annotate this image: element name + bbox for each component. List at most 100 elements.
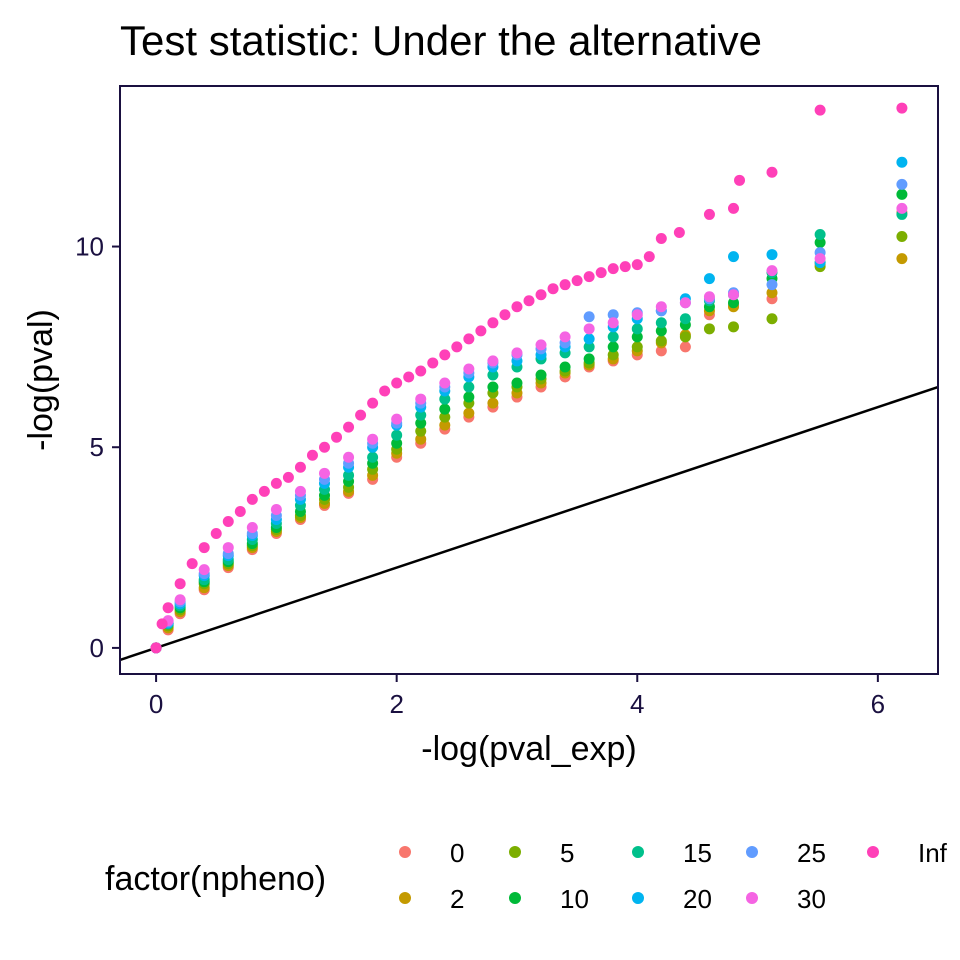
data-point: [463, 407, 475, 419]
data-point: [631, 309, 643, 321]
legend-label: 0: [450, 838, 464, 868]
data-point: [222, 515, 234, 527]
data-point: [559, 361, 571, 373]
data-point: [535, 289, 547, 301]
data-point: [571, 275, 583, 287]
data-point: [391, 437, 403, 449]
data-point: [415, 425, 427, 437]
legend-key: [746, 846, 758, 858]
data-point: [766, 166, 778, 178]
data-point: [150, 642, 162, 654]
data-point: [703, 291, 715, 303]
data-point: [439, 419, 451, 431]
series-Inf: [150, 102, 908, 654]
legend-item: 30: [746, 884, 826, 914]
data-point: [499, 309, 511, 321]
data-point: [487, 397, 499, 409]
legend-label: 10: [560, 884, 589, 914]
data-point: [814, 104, 826, 116]
data-point: [391, 377, 403, 389]
data-point: [186, 558, 198, 570]
data-point: [583, 271, 595, 283]
data-point: [655, 317, 667, 329]
data-point: [896, 253, 908, 265]
data-point: [475, 325, 487, 337]
data-point: [331, 431, 343, 443]
data-point: [631, 331, 643, 343]
data-point: [535, 369, 547, 381]
legend-item: 25: [746, 838, 826, 868]
data-point: [439, 349, 451, 361]
data-point: [511, 347, 523, 359]
data-point: [766, 313, 778, 325]
data-point: [355, 409, 367, 421]
legend-label: 2: [450, 884, 464, 914]
legend-item: 5: [509, 838, 574, 868]
legend-label: 20: [683, 884, 712, 914]
legend-key: [509, 846, 521, 858]
legend-label: 30: [797, 884, 826, 914]
data-point: [294, 485, 306, 497]
legend-label: 15: [683, 838, 712, 868]
data-point: [391, 429, 403, 441]
data-point: [673, 226, 685, 238]
data-point: [319, 467, 330, 479]
data-point: [343, 451, 355, 463]
data-point: [367, 451, 379, 463]
data-point: [403, 371, 415, 383]
legend-item: 2: [399, 884, 464, 914]
data-point: [679, 297, 691, 309]
x-axis-ticks: 0 2 4 6: [149, 674, 885, 719]
data-point: [487, 369, 499, 381]
data-point: [198, 542, 210, 554]
data-point: [487, 317, 499, 329]
data-point: [583, 311, 595, 323]
legend-label: 25: [797, 838, 826, 868]
data-point: [643, 251, 655, 263]
data-point: [607, 341, 619, 353]
legend-item: 20: [632, 884, 712, 914]
data-point: [415, 417, 427, 429]
data-point: [655, 301, 667, 313]
y-tick-label: 5: [90, 432, 104, 462]
data-point: [463, 333, 475, 345]
data-point: [679, 331, 691, 343]
legend-item: Inf: [867, 838, 948, 868]
data-point: [511, 301, 523, 313]
data-point: [607, 309, 619, 321]
data-point: [607, 349, 619, 361]
data-point: [439, 377, 451, 389]
data-point: [367, 397, 379, 409]
data-point: [583, 333, 595, 345]
data-point: [198, 564, 210, 576]
data-point: [246, 493, 258, 505]
data-point: [703, 323, 715, 335]
data-point: [607, 263, 619, 275]
data-point: [655, 345, 667, 357]
data-point: [174, 594, 186, 606]
legend-key: [399, 846, 411, 858]
data-point: [222, 542, 234, 554]
legend-label: Inf: [918, 838, 948, 868]
data-point: [583, 341, 595, 353]
data-point: [210, 528, 222, 540]
data-point: [679, 313, 691, 325]
data-points-layer: [150, 102, 908, 654]
data-point: [415, 409, 427, 421]
data-point: [631, 259, 643, 271]
data-point: [896, 202, 908, 214]
data-point: [734, 174, 746, 186]
series-30: [150, 202, 908, 654]
data-point: [343, 421, 355, 433]
data-point: [391, 413, 403, 425]
data-point: [814, 237, 826, 249]
data-point: [619, 261, 631, 273]
legend-item: 10: [509, 884, 589, 914]
data-point: [294, 461, 306, 473]
data-point: [766, 265, 778, 277]
data-point: [631, 341, 643, 353]
